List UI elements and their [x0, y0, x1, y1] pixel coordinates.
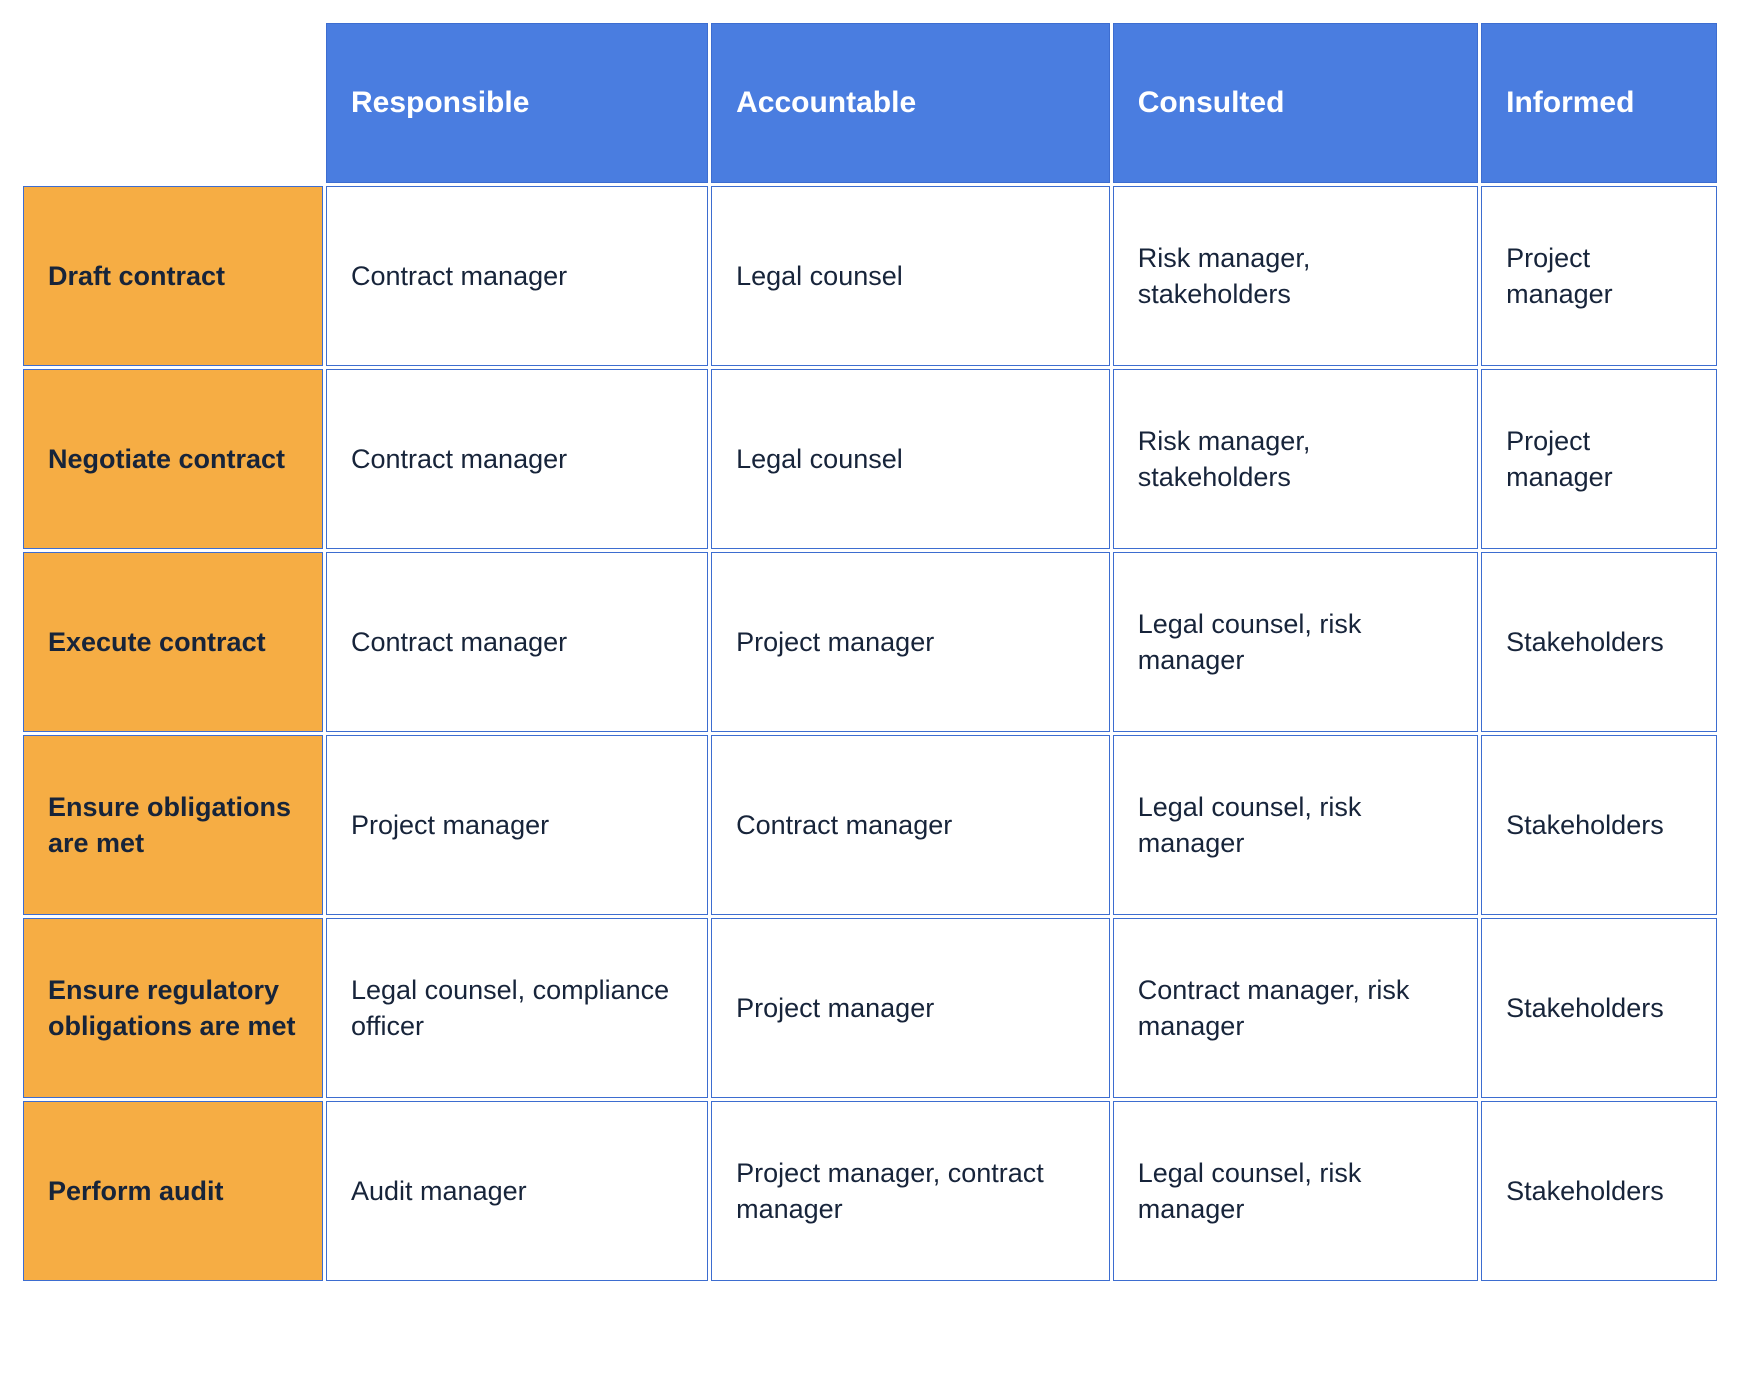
table-row: Perform audit Audit manager Project mana…: [23, 1101, 1717, 1281]
col-header-informed: Informed: [1481, 23, 1717, 183]
cell: Contract manager: [326, 369, 708, 549]
cell: Stakeholders: [1481, 1101, 1717, 1281]
cell: Legal counsel, compliance officer: [326, 918, 708, 1098]
cell: Stakeholders: [1481, 552, 1717, 732]
table-row: Ensure regulatory obligations are met Le…: [23, 918, 1717, 1098]
cell: Audit manager: [326, 1101, 708, 1281]
row-header-draft-contract: Draft contract: [23, 186, 323, 366]
cell: Legal counsel, risk manager: [1113, 552, 1478, 732]
cell: Project manager, contract manager: [711, 1101, 1110, 1281]
table-row: Ensure obligations are met Project manag…: [23, 735, 1717, 915]
table-row: Negotiate contract Contract manager Lega…: [23, 369, 1717, 549]
row-header-ensure-obligations: Ensure obligations are met: [23, 735, 323, 915]
cell: Risk manager, stakeholders: [1113, 369, 1478, 549]
cell: Project manager: [326, 735, 708, 915]
cell: Contract manager: [326, 186, 708, 366]
cell: Project manager: [711, 552, 1110, 732]
cell: Contract manager, risk manager: [1113, 918, 1478, 1098]
row-header-ensure-regulatory: Ensure regulatory obligations are met: [23, 918, 323, 1098]
raci-matrix-table: Responsible Accountable Consulted Inform…: [20, 20, 1720, 1284]
cell: Legal counsel, risk manager: [1113, 1101, 1478, 1281]
table-row: Execute contract Contract manager Projec…: [23, 552, 1717, 732]
col-header-accountable: Accountable: [711, 23, 1110, 183]
table-row: Draft contract Contract manager Legal co…: [23, 186, 1717, 366]
row-header-execute-contract: Execute contract: [23, 552, 323, 732]
cell: Project manager: [1481, 186, 1717, 366]
cell: Project manager: [1481, 369, 1717, 549]
cell: Risk manager, stakeholders: [1113, 186, 1478, 366]
cell: Legal counsel: [711, 369, 1110, 549]
cell: Stakeholders: [1481, 735, 1717, 915]
row-header-perform-audit: Perform audit: [23, 1101, 323, 1281]
cell: Contract manager: [326, 552, 708, 732]
cell: Stakeholders: [1481, 918, 1717, 1098]
column-header-row: Responsible Accountable Consulted Inform…: [23, 23, 1717, 183]
cell: Legal counsel: [711, 186, 1110, 366]
cell: Legal counsel, risk manager: [1113, 735, 1478, 915]
cell: Contract manager: [711, 735, 1110, 915]
col-header-responsible: Responsible: [326, 23, 708, 183]
corner-cell: [23, 23, 323, 183]
row-header-negotiate-contract: Negotiate contract: [23, 369, 323, 549]
col-header-consulted: Consulted: [1113, 23, 1478, 183]
cell: Project manager: [711, 918, 1110, 1098]
